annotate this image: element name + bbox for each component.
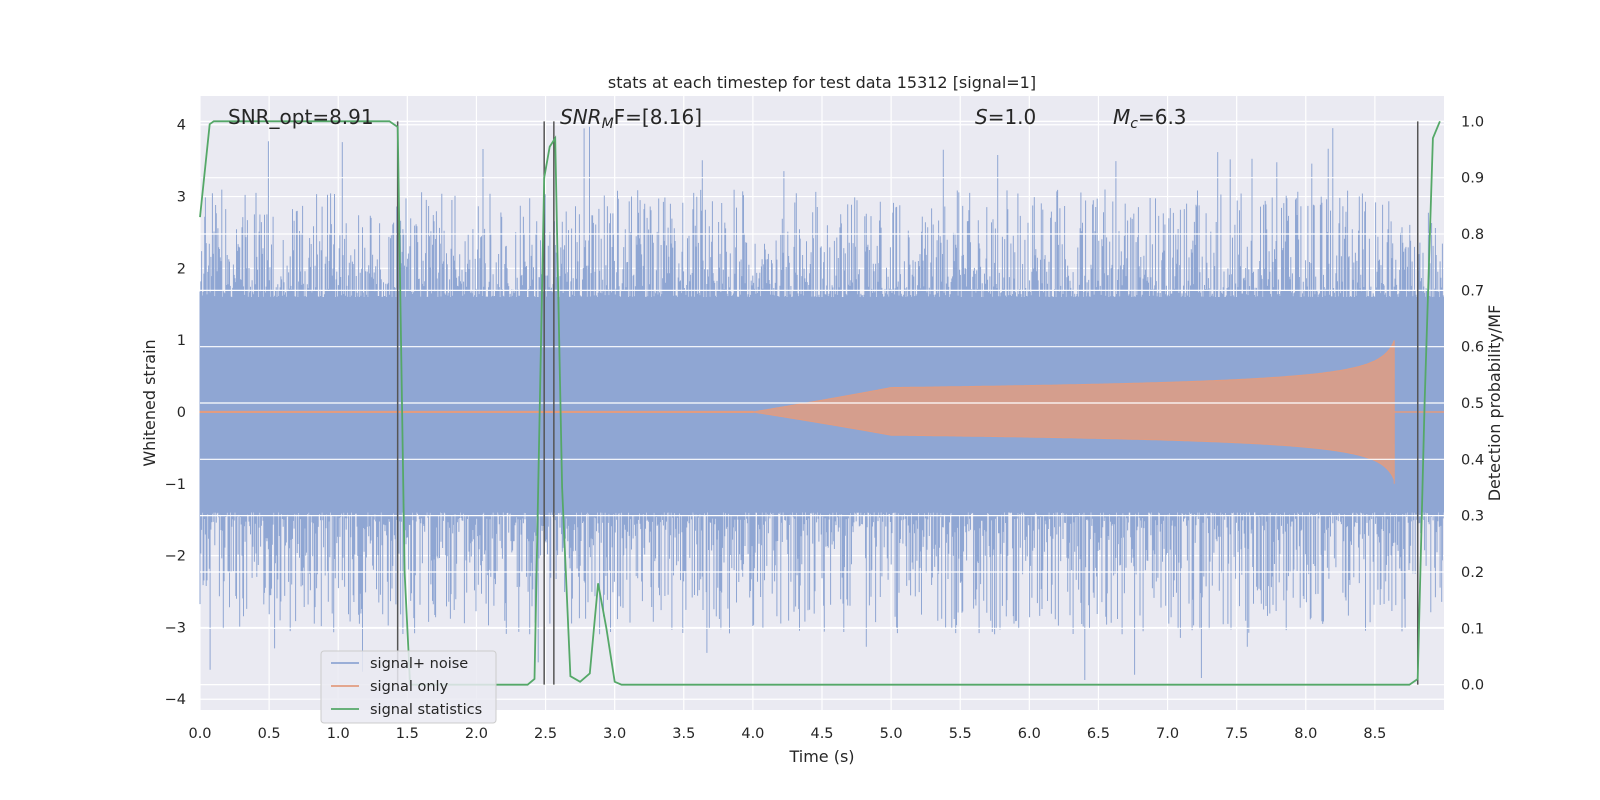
- x-tick-label: 3.0: [603, 726, 626, 742]
- s-rest: =1.0: [988, 105, 1037, 129]
- snr-mf-sub: M: [602, 116, 614, 132]
- y-left-tick-label: 2: [177, 261, 186, 277]
- x-axis-label: Time (s): [788, 747, 854, 766]
- y-right-tick-label: 0.3: [1461, 509, 1484, 525]
- x-tick-label: 0.5: [258, 726, 281, 742]
- y-right-tick-label: 0.8: [1461, 227, 1484, 243]
- y-right-tick-label: 1.0: [1461, 114, 1484, 130]
- mc-sub: c: [1130, 116, 1138, 132]
- y-right-tick-label: 0.9: [1461, 171, 1484, 187]
- y-right-tick-label: 0.4: [1461, 452, 1484, 468]
- x-tick-label: 7.0: [1156, 726, 1179, 742]
- y-left-tick-label: −3: [165, 620, 186, 636]
- snr-mf-rest: F=[8.16]: [614, 105, 702, 129]
- y-left-axis-label: Whitened strain: [140, 339, 159, 466]
- x-tick-label: 2.5: [534, 726, 557, 742]
- y-left-tick-label: 3: [177, 190, 186, 206]
- x-tick-labels: 0.0 0.5 1.0 1.5 2.0 2.5 3.0 3.5 4.0 4.5 5.0 5.5 6.0 6…: [188, 726, 1386, 742]
- s-main: S: [975, 105, 988, 129]
- y-right-tick-label: 0.0: [1461, 678, 1484, 694]
- x-tick-label: 4.5: [810, 726, 833, 742]
- y-left-tick-label: 1: [177, 333, 186, 349]
- snr-mf-main: SNR: [560, 105, 602, 129]
- y-right-tick-label: 0.6: [1461, 340, 1484, 356]
- annotation-mc: Mc=6.3: [1113, 105, 1187, 132]
- y-right-tick-label: 0.5: [1461, 396, 1484, 412]
- x-tick-label: 4.0: [741, 726, 764, 742]
- y-left-tick-label: 0: [177, 405, 186, 421]
- y-right-tick-labels: 0.0 0.1 0.2 0.3 0.4 0.5 0.6 0.7 0.8 0.9 1.0: [1461, 114, 1484, 693]
- mc-main: M: [1113, 105, 1130, 129]
- x-tick-label: 5.0: [880, 726, 903, 742]
- series-signal-only: [199, 340, 1444, 484]
- y-right-axis-label: Detection probability/MF: [1485, 305, 1504, 502]
- legend-label-signal-only: signal only: [370, 679, 449, 695]
- mc-rest: =6.3: [1138, 105, 1187, 129]
- y-left-tick-label: 4: [177, 118, 186, 134]
- legend-box: [320, 650, 497, 724]
- y-left-tick-label: −1: [165, 477, 186, 493]
- y-right-tick-label: 0.2: [1461, 565, 1484, 581]
- annotation-snr-opt: SNR_opt=8.91: [228, 105, 374, 129]
- x-tick-label: 3.5: [672, 726, 695, 742]
- y-left-tick-label: −4: [165, 692, 186, 708]
- legend: signal+ noise signal only signal statist…: [320, 650, 497, 724]
- series-signal-statistics: [199, 120, 1441, 686]
- y-right-tick-label: 0.7: [1461, 283, 1484, 299]
- y-right-tick-label: 0.1: [1461, 621, 1484, 637]
- x-tick-label: 2.0: [465, 726, 488, 742]
- legend-label-signal-noise: signal+ noise: [370, 656, 468, 672]
- legend-label-signal-statistics: signal statistics: [370, 702, 482, 718]
- x-tick-label: 8.0: [1294, 726, 1317, 742]
- x-tick-label: 6.0: [1018, 726, 1041, 742]
- annotation-s: S=1.0: [975, 105, 1036, 129]
- y-left-tick-label: −2: [165, 549, 186, 565]
- annotation-snr-mf: SNRMF=[8.16]: [560, 105, 702, 132]
- x-tick-label: 6.5: [1087, 726, 1110, 742]
- x-tick-label: 7.5: [1225, 726, 1248, 742]
- chart-title: stats at each timestep for test data 153…: [608, 73, 1036, 92]
- x-tick-label: 1.0: [327, 726, 350, 742]
- x-tick-label: 5.5: [949, 726, 972, 742]
- x-tick-label: 0.0: [188, 726, 211, 742]
- x-tick-label: 8.5: [1363, 726, 1386, 742]
- x-tick-label: 1.5: [396, 726, 419, 742]
- y-left-tick-labels: −4 −3 −2 −1 0 1 2 3 4: [165, 118, 186, 709]
